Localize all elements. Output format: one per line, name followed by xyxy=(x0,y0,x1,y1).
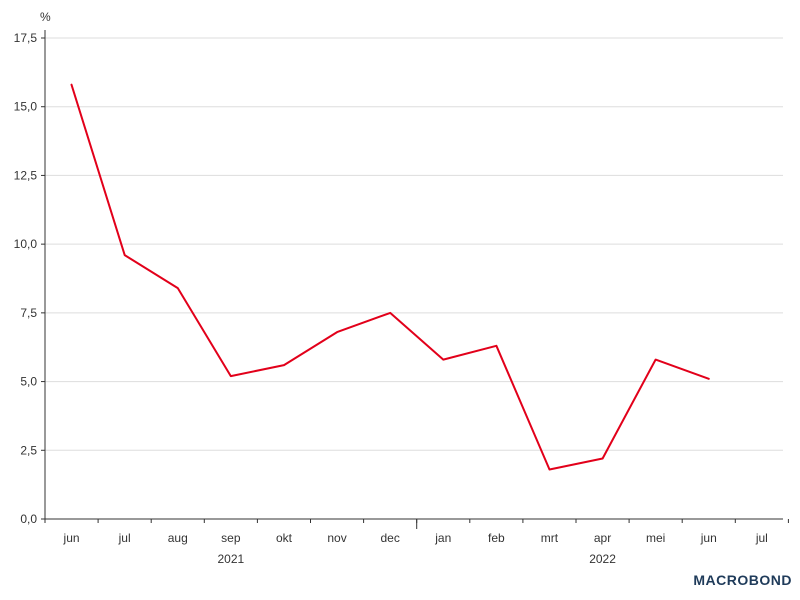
x-tick-label: nov xyxy=(327,531,346,545)
x-tick-label: jul xyxy=(755,531,768,545)
x-tick-label: jul xyxy=(118,531,131,545)
year-labels: 2021 2022 xyxy=(217,552,616,566)
macrobond-logo: MACROBOND xyxy=(693,572,792,588)
x-tick-label: mrt xyxy=(541,531,559,545)
x-tick-label: sep xyxy=(221,531,241,545)
y-tick-label: 2,5 xyxy=(20,443,37,457)
y-tick-label: 15,0 xyxy=(14,100,38,114)
logo-text: MACROBOND xyxy=(693,572,792,588)
series-lines xyxy=(70,83,710,471)
y-tick-label: 17,5 xyxy=(14,31,38,45)
x-tick-label: jun xyxy=(63,531,80,545)
x-tick-label: jun xyxy=(700,531,717,545)
year-label: 2021 xyxy=(217,552,244,566)
x-tick-label: feb xyxy=(488,531,505,545)
y-tick-labels: 0,0 2,5 5,0 7,5 10,0 12,5 15,0 17,5 xyxy=(14,31,38,526)
y-tick-label: 0,0 xyxy=(20,512,37,526)
y-tick-label: 5,0 xyxy=(20,375,37,389)
x-tick-label: aug xyxy=(168,531,188,545)
y-tick-label: 12,5 xyxy=(14,168,38,182)
x-tick-label: mei xyxy=(646,531,665,545)
series-line xyxy=(70,83,710,471)
grid-lines xyxy=(45,37,783,451)
x-tick-label: okt xyxy=(276,531,293,545)
x-tick-labels: jun jul aug sep okt nov dec jan feb mrt apr mei jun j… xyxy=(63,531,768,545)
y-tick-label: 7,5 xyxy=(20,306,37,320)
x-tick-label: dec xyxy=(380,531,399,545)
x-tick-label: jan xyxy=(434,531,451,545)
year-label: 2022 xyxy=(589,552,616,566)
x-tick-label: apr xyxy=(594,531,611,545)
y-tick-label: 10,0 xyxy=(14,237,38,251)
axes xyxy=(41,30,789,529)
y-unit-label: % xyxy=(40,10,51,24)
